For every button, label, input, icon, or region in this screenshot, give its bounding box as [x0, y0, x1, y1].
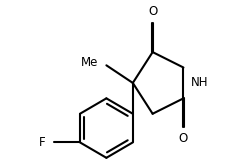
Text: O: O: [148, 5, 157, 18]
Text: O: O: [179, 133, 188, 145]
Text: NH: NH: [191, 76, 209, 89]
Text: Me: Me: [81, 55, 99, 69]
Text: F: F: [39, 136, 46, 149]
